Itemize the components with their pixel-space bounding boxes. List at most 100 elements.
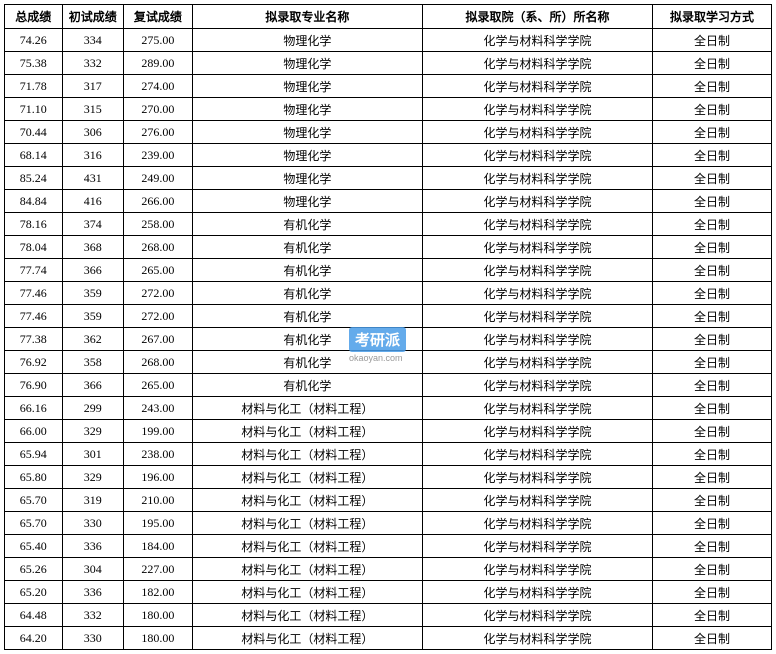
cell-department: 化学与材料科学学院	[422, 489, 652, 512]
cell-department: 化学与材料科学学院	[422, 75, 652, 98]
cell-major: 有机化学	[192, 259, 422, 282]
cell-total-score: 76.90	[5, 374, 63, 397]
table-row: 70.44306276.00物理化学化学与材料科学学院全日制	[5, 121, 772, 144]
cell-review-score: 182.00	[123, 581, 192, 604]
cell-initial-score: 332	[62, 604, 123, 627]
table-row: 74.26334275.00物理化学化学与材料科学学院全日制	[5, 29, 772, 52]
cell-total-score: 65.40	[5, 535, 63, 558]
cell-total-score: 77.46	[5, 305, 63, 328]
cell-initial-score: 304	[62, 558, 123, 581]
cell-department: 化学与材料科学学院	[422, 121, 652, 144]
table-row: 65.94301238.00材料与化工（材料工程）化学与材料科学学院全日制	[5, 443, 772, 466]
cell-total-score: 77.46	[5, 282, 63, 305]
cell-major: 有机化学	[192, 305, 422, 328]
cell-initial-score: 315	[62, 98, 123, 121]
header-mode: 拟录取学习方式	[653, 5, 772, 29]
table-row: 65.26304227.00材料与化工（材料工程）化学与材料科学学院全日制	[5, 558, 772, 581]
cell-review-score: 210.00	[123, 489, 192, 512]
cell-total-score: 65.20	[5, 581, 63, 604]
cell-mode: 全日制	[653, 627, 772, 650]
cell-initial-score: 336	[62, 535, 123, 558]
cell-initial-score: 330	[62, 512, 123, 535]
cell-major: 物理化学	[192, 29, 422, 52]
table-row: 64.48332180.00材料与化工（材料工程）化学与材料科学学院全日制	[5, 604, 772, 627]
cell-review-score: 199.00	[123, 420, 192, 443]
cell-review-score: 274.00	[123, 75, 192, 98]
cell-major: 物理化学	[192, 121, 422, 144]
table-row: 84.84416266.00物理化学化学与材料科学学院全日制	[5, 190, 772, 213]
table-row: 71.78317274.00物理化学化学与材料科学学院全日制	[5, 75, 772, 98]
cell-review-score: 239.00	[123, 144, 192, 167]
cell-department: 化学与材料科学学院	[422, 236, 652, 259]
cell-mode: 全日制	[653, 52, 772, 75]
cell-mode: 全日制	[653, 351, 772, 374]
table-row: 66.00329199.00材料与化工（材料工程）化学与材料科学学院全日制	[5, 420, 772, 443]
cell-mode: 全日制	[653, 558, 772, 581]
table-row: 78.04368268.00有机化学化学与材料科学学院全日制	[5, 236, 772, 259]
cell-initial-score: 358	[62, 351, 123, 374]
cell-total-score: 78.04	[5, 236, 63, 259]
cell-initial-score: 319	[62, 489, 123, 512]
cell-mode: 全日制	[653, 305, 772, 328]
cell-review-score: 270.00	[123, 98, 192, 121]
cell-major: 材料与化工（材料工程）	[192, 512, 422, 535]
cell-department: 化学与材料科学学院	[422, 282, 652, 305]
table-row: 77.46359272.00有机化学化学与材料科学学院全日制	[5, 282, 772, 305]
table-header: 总成绩 初试成绩 复试成绩 拟录取专业名称 拟录取院（系、所）所名称 拟录取学习…	[5, 5, 772, 29]
cell-total-score: 65.70	[5, 512, 63, 535]
cell-major: 有机化学	[192, 328, 422, 351]
cell-total-score: 68.14	[5, 144, 63, 167]
cell-mode: 全日制	[653, 98, 772, 121]
cell-mode: 全日制	[653, 604, 772, 627]
cell-mode: 全日制	[653, 535, 772, 558]
table-row: 65.40336184.00材料与化工（材料工程）化学与材料科学学院全日制	[5, 535, 772, 558]
cell-total-score: 64.48	[5, 604, 63, 627]
cell-mode: 全日制	[653, 282, 772, 305]
table-row: 71.10315270.00物理化学化学与材料科学学院全日制	[5, 98, 772, 121]
cell-major: 材料与化工（材料工程）	[192, 420, 422, 443]
cell-major: 有机化学	[192, 213, 422, 236]
cell-major: 物理化学	[192, 75, 422, 98]
cell-initial-score: 329	[62, 420, 123, 443]
cell-initial-score: 362	[62, 328, 123, 351]
cell-mode: 全日制	[653, 489, 772, 512]
cell-review-score: 195.00	[123, 512, 192, 535]
cell-total-score: 70.44	[5, 121, 63, 144]
admissions-table: 总成绩 初试成绩 复试成绩 拟录取专业名称 拟录取院（系、所）所名称 拟录取学习…	[4, 4, 772, 650]
cell-major: 物理化学	[192, 98, 422, 121]
cell-review-score: 180.00	[123, 604, 192, 627]
header-total-score: 总成绩	[5, 5, 63, 29]
cell-initial-score: 416	[62, 190, 123, 213]
cell-major: 有机化学	[192, 351, 422, 374]
cell-mode: 全日制	[653, 121, 772, 144]
cell-review-score: 266.00	[123, 190, 192, 213]
table-row: 85.24431249.00物理化学化学与材料科学学院全日制	[5, 167, 772, 190]
cell-major: 材料与化工（材料工程）	[192, 489, 422, 512]
cell-department: 化学与材料科学学院	[422, 627, 652, 650]
cell-initial-score: 317	[62, 75, 123, 98]
header-department: 拟录取院（系、所）所名称	[422, 5, 652, 29]
cell-review-score: 243.00	[123, 397, 192, 420]
cell-review-score: 196.00	[123, 466, 192, 489]
cell-initial-score: 374	[62, 213, 123, 236]
table-row: 65.80329196.00材料与化工（材料工程）化学与材料科学学院全日制	[5, 466, 772, 489]
cell-department: 化学与材料科学学院	[422, 351, 652, 374]
cell-mode: 全日制	[653, 190, 772, 213]
cell-major: 材料与化工（材料工程）	[192, 604, 422, 627]
table-row: 78.16374258.00有机化学化学与材料科学学院全日制	[5, 213, 772, 236]
cell-total-score: 84.84	[5, 190, 63, 213]
cell-department: 化学与材料科学学院	[422, 52, 652, 75]
cell-major: 材料与化工（材料工程）	[192, 535, 422, 558]
cell-department: 化学与材料科学学院	[422, 328, 652, 351]
table-row: 64.20330180.00材料与化工（材料工程）化学与材料科学学院全日制	[5, 627, 772, 650]
cell-review-score: 275.00	[123, 29, 192, 52]
table-row: 65.20336182.00材料与化工（材料工程）化学与材料科学学院全日制	[5, 581, 772, 604]
cell-total-score: 66.00	[5, 420, 63, 443]
table-row: 68.14316239.00物理化学化学与材料科学学院全日制	[5, 144, 772, 167]
cell-major: 物理化学	[192, 190, 422, 213]
cell-initial-score: 366	[62, 374, 123, 397]
cell-initial-score: 332	[62, 52, 123, 75]
cell-review-score: 268.00	[123, 236, 192, 259]
cell-total-score: 71.78	[5, 75, 63, 98]
cell-total-score: 78.16	[5, 213, 63, 236]
